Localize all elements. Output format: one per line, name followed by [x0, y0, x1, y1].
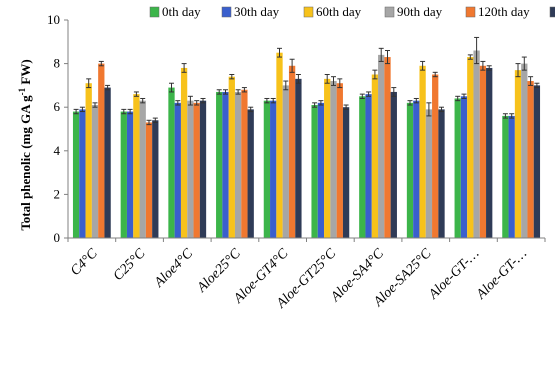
- plot-area: [72, 36, 541, 239]
- bar: [479, 65, 487, 238]
- bar: [384, 57, 391, 239]
- bar: [241, 89, 248, 238]
- y-axis-label-main: Total phenolic (mg GA g: [18, 95, 33, 231]
- bar: [317, 102, 325, 238]
- bar: [263, 100, 271, 238]
- bar: [406, 102, 414, 238]
- x-category-label: C25°C: [111, 246, 149, 284]
- bar: [324, 78, 331, 238]
- bar: [85, 83, 92, 238]
- legend-label: 120th day: [478, 4, 530, 19]
- x-axis: C4°C C25°C Aloe4°CAloe25°CAloe-GT4°CAloe-G…: [67, 237, 546, 312]
- bar: [413, 100, 420, 238]
- bar: [276, 52, 283, 239]
- bar: [133, 94, 140, 239]
- bar: [145, 122, 153, 238]
- bar: [72, 111, 80, 238]
- legend-swatch: [303, 6, 314, 18]
- bar: [98, 63, 105, 238]
- bar: [180, 67, 188, 239]
- bar: [295, 78, 302, 238]
- y-tick-label: 8: [54, 56, 61, 71]
- bar: [120, 111, 127, 238]
- bar: [270, 100, 277, 238]
- y-axis-label-unit: FW): [18, 59, 33, 88]
- bar: [247, 109, 254, 238]
- legend-label: 30th day: [234, 4, 280, 19]
- y-tick-label: 0: [54, 230, 61, 245]
- bar: [342, 107, 350, 238]
- bar: [216, 91, 223, 238]
- bar: [126, 111, 134, 238]
- bar: [486, 67, 493, 239]
- bar: [336, 83, 343, 238]
- bar: [199, 100, 207, 238]
- x-category-label: C4°C: [68, 246, 101, 279]
- legend-label: 0th day: [162, 4, 201, 19]
- bar: [311, 105, 318, 239]
- bar: [514, 70, 522, 238]
- bar: [174, 102, 181, 238]
- bar: [139, 100, 146, 238]
- bar: [282, 85, 289, 239]
- y-tick-label: 10: [47, 12, 60, 27]
- x-category-label: Aloe-GT-…: [473, 246, 530, 303]
- bar: [222, 91, 229, 238]
- y-tick-label: 2: [54, 186, 61, 201]
- bar: [228, 76, 235, 239]
- y-axis-label: Total phenolic (mg GA g-1 FW): [17, 59, 33, 230]
- bar: [365, 94, 372, 239]
- bar: [432, 74, 439, 238]
- legend-swatch: [549, 6, 555, 18]
- bar: [234, 91, 242, 238]
- y-tick-label: 6: [54, 99, 61, 114]
- legend-swatch: [221, 6, 232, 18]
- x-category-label: Aloe25°C: [194, 246, 244, 296]
- bar: [371, 74, 379, 238]
- bar: [460, 96, 468, 238]
- bar: [330, 81, 337, 238]
- y-axis-label-exponent: -1: [17, 87, 27, 95]
- legend-label: 60th day: [316, 4, 362, 19]
- bar: [425, 109, 433, 238]
- bar: [390, 91, 397, 238]
- bar: [521, 63, 528, 238]
- bar: [454, 98, 461, 238]
- x-category-label: Aloe4°C: [151, 246, 196, 291]
- bar: [187, 100, 194, 238]
- legend: 0th day 30th day 60th day 90th day 120th day…: [149, 4, 555, 19]
- y-axis: 0 2 4 6 8 10: [47, 12, 69, 245]
- legend-swatch: [149, 6, 160, 18]
- bar: [79, 109, 86, 238]
- y-tick-label: 4: [54, 143, 61, 158]
- bar: [168, 87, 175, 238]
- bar: [104, 87, 111, 238]
- bar: [508, 115, 515, 238]
- bar: [438, 109, 445, 238]
- bar: [502, 115, 509, 238]
- bar: [359, 96, 366, 238]
- legend-swatch: [465, 6, 476, 18]
- bar: [473, 50, 480, 238]
- bar: [152, 120, 159, 238]
- bar: [378, 54, 385, 238]
- legend-label: 90th day: [397, 4, 443, 19]
- bar: [193, 102, 200, 238]
- x-category-label: Aloe-GT-…: [425, 246, 482, 303]
- bar: [467, 57, 474, 239]
- legend-swatch: [384, 6, 395, 18]
- bar: [527, 81, 534, 238]
- bar: [419, 65, 426, 238]
- bar: [288, 65, 296, 238]
- bar: [533, 85, 541, 239]
- bar: [91, 105, 99, 239]
